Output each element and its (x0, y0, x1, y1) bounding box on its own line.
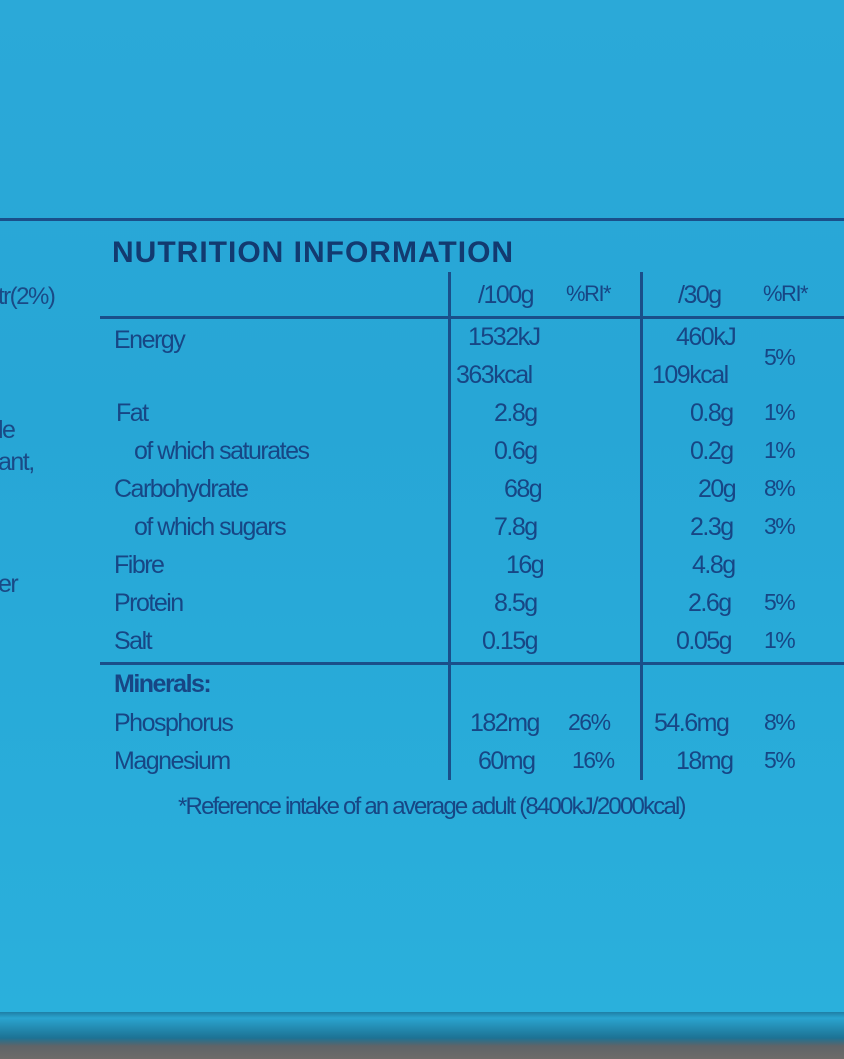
energy-kj-100: 1532kJ (468, 323, 541, 351)
header-ri-30: %RI* (763, 281, 809, 306)
row-label-salt: Salt (114, 627, 153, 655)
reference-intake-footnote: *Reference intake of an average adult (8… (178, 793, 687, 820)
sugars-30: 2.3g (690, 513, 734, 541)
energy-ri-30: 5% (764, 344, 796, 370)
carbohydrate-ri-30: 8% (764, 475, 796, 501)
fat-ri-30: 1% (764, 399, 796, 425)
row-label-fibre: Fibre (114, 551, 165, 579)
left-fragment: le (0, 416, 16, 444)
row-label-sugars: of which sugars (134, 513, 287, 541)
fibre-100: 16g (506, 551, 545, 579)
phosphorus-30: 54.6mg (654, 709, 730, 737)
box-bottom-edge (0, 1012, 844, 1059)
row-label-magnesium: Magnesium (114, 747, 231, 775)
carbohydrate-30: 20g (698, 475, 737, 503)
sugars-ri-30: 3% (764, 513, 796, 539)
phosphorus-100: 182mg (470, 709, 540, 737)
header-per100: /100g (478, 281, 535, 309)
row-label-carbohydrate: Carbohydrate (114, 475, 249, 503)
column-divider-right (640, 272, 643, 780)
protein-100: 8.5g (494, 589, 538, 617)
fat-30: 0.8g (690, 399, 734, 427)
header-rule (100, 316, 844, 319)
fat-100: 2.8g (494, 399, 538, 427)
magnesium-ri-100: 16% (572, 747, 615, 773)
energy-kcal-30: 109kcal (652, 361, 729, 389)
phosphorus-ri-30: 8% (764, 709, 796, 735)
salt-30: 0.05g (676, 627, 733, 655)
header-ri-100: %RI* (566, 281, 612, 306)
phosphorus-ri-100: 26% (568, 709, 611, 735)
left-fragment: ant, (0, 448, 35, 476)
left-fragment: er (0, 570, 19, 598)
protein-ri-30: 5% (764, 589, 796, 615)
salt-ri-30: 1% (764, 627, 796, 653)
salt-100: 0.15g (482, 627, 539, 655)
carbohydrate-100: 68g (504, 475, 543, 503)
energy-kcal-100: 363kcal (456, 361, 533, 389)
protein-30: 2.6g (688, 589, 732, 617)
energy-kj-30: 460kJ (676, 323, 737, 351)
row-label-fat: Fat (116, 399, 149, 427)
row-label-protein: Protein (114, 589, 184, 617)
header-per30: /30g (678, 281, 722, 309)
minerals-rule (100, 662, 844, 665)
magnesium-30: 18mg (676, 747, 734, 775)
top-rule (0, 218, 844, 221)
row-label-phosphorus: Phosphorus (114, 709, 234, 737)
magnesium-100: 60mg (478, 747, 536, 775)
nutrition-title: NUTRITION INFORMATION (112, 236, 515, 269)
column-divider-left (448, 272, 451, 780)
fibre-30: 4.8g (692, 551, 736, 579)
row-label-saturates: of which saturates (134, 437, 310, 465)
saturates-30: 0.2g (690, 437, 734, 465)
saturates-ri-30: 1% (764, 437, 796, 463)
row-label-energy: Energy (114, 326, 186, 354)
sugars-100: 7.8g (494, 513, 538, 541)
magnesium-ri-30: 5% (764, 747, 796, 773)
minerals-heading: Minerals: (114, 670, 212, 698)
left-fragment: tr(2%) (0, 283, 56, 310)
cereal-box-panel: NUTRITION INFORMATION tr(2%) le ant, er … (0, 0, 844, 1030)
saturates-100: 0.6g (494, 437, 538, 465)
